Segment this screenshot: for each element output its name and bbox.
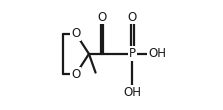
Text: OH: OH xyxy=(148,47,166,60)
Text: O: O xyxy=(71,27,80,40)
Text: P: P xyxy=(129,47,136,60)
Text: OH: OH xyxy=(123,86,141,99)
Text: O: O xyxy=(128,11,137,24)
Text: O: O xyxy=(71,68,80,81)
Text: O: O xyxy=(97,11,107,24)
